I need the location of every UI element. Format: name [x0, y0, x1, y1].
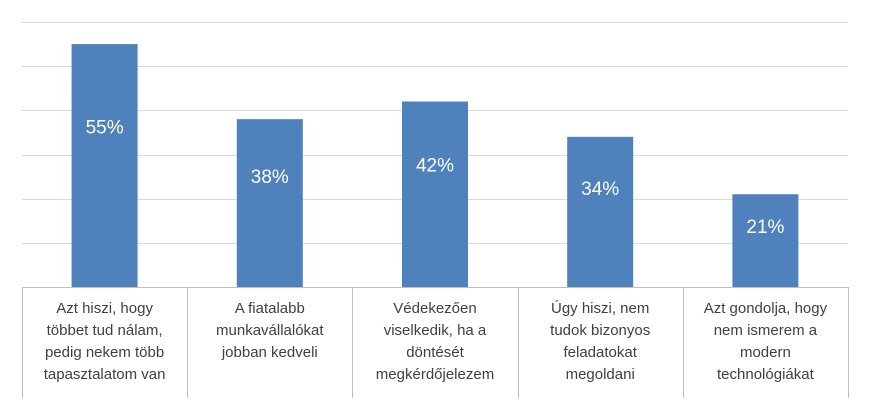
category-label-line: viselkedik, ha a	[384, 322, 487, 339]
category-label-line: munkavállalókat	[216, 322, 324, 339]
category-label-line: Védekezően	[393, 300, 476, 317]
bar	[71, 44, 138, 288]
data-label: 42%	[416, 156, 454, 177]
category-label-line: többet tud nálam,	[47, 322, 163, 339]
data-label: 21%	[746, 217, 784, 238]
category-label-line: tudok bizonyos	[550, 322, 650, 339]
category-label-line: Azt gondolja, hogy	[704, 300, 828, 317]
data-label: 55%	[86, 118, 124, 139]
bar	[567, 136, 634, 287]
bar	[402, 101, 468, 287]
category-label-line: technológiákat	[717, 366, 815, 383]
category-label-line: megoldani	[566, 366, 635, 383]
category-label: A fiatalabb munkavállalókat jobban kedveli	[216, 300, 324, 361]
category-label-line: döntését	[406, 344, 464, 361]
category-label-line: tapasztalatom van	[44, 366, 166, 383]
category-labels: Azt hiszi, hogy többet tud nálam, pedig ne…	[44, 300, 828, 383]
category-label-line: jobban kedveli	[221, 344, 318, 361]
category-label-line: megkérdőjelezem	[376, 366, 494, 383]
data-label: 38%	[251, 167, 289, 188]
category-label: Azt hiszi, hogy többet tud nálam, pedig ne…	[44, 300, 166, 383]
bar	[732, 194, 799, 287]
category-label-line: modern	[740, 344, 791, 361]
category-label-line: pedig nekem több	[45, 344, 164, 361]
bar	[236, 119, 303, 288]
data-label: 34%	[581, 179, 619, 200]
category-label-line: feladatokat	[564, 344, 638, 361]
category-label-line: Úgy hiszi, nem	[551, 300, 649, 317]
bars: 55% 38% 42% 34% 21%	[71, 44, 799, 288]
category-label: Azt gondolja, hogy nem ismerem a modern tec…	[704, 300, 828, 383]
category-label-line: Azt hiszi, hogy	[56, 300, 153, 317]
category-label: Védekezően viselkedik, ha a döntését megkér…	[376, 300, 494, 383]
category-label-line: nem ismerem a	[714, 322, 818, 339]
category-label-line: A fiatalabb	[235, 300, 305, 317]
x-axis	[22, 287, 849, 398]
category-label: Úgy hiszi, nem tudok bizonyos feladatokat m…	[550, 300, 650, 383]
